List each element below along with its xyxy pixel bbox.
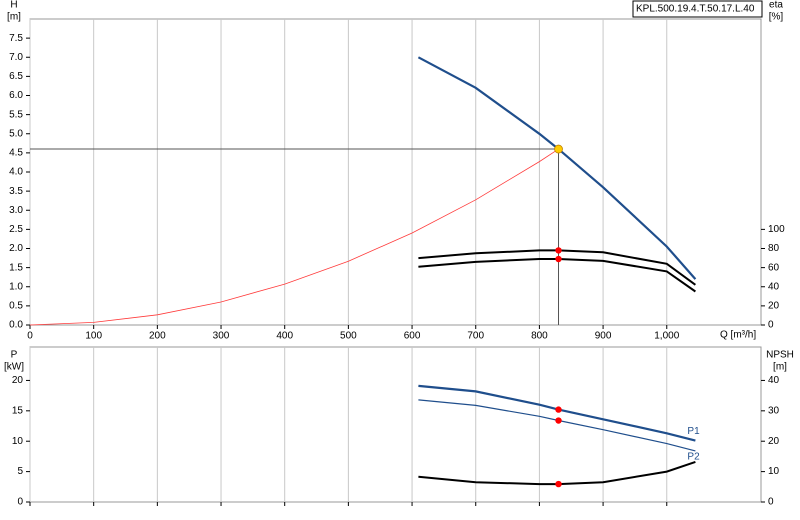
x-tick-label: 400 (276, 331, 293, 342)
x-tick-label: 100 (85, 331, 102, 342)
y2-tick-label: 40 (768, 375, 780, 386)
y-axis-label: H (10, 0, 17, 11)
marker (555, 247, 562, 254)
y2-axis-label: NPSH (766, 350, 794, 361)
series-label: P1 (687, 426, 700, 437)
y-tick-label: 3.5 (9, 186, 23, 197)
y-tick-label: 0.0 (9, 320, 23, 331)
y-tick-label: 20 (12, 375, 24, 386)
y-tick-label: 7.0 (9, 52, 23, 63)
y2-tick-label: 20 (768, 301, 780, 312)
x-tick-label: 800 (531, 331, 548, 342)
x-tick-label: 300 (213, 331, 230, 342)
x-tick-label: 500 (340, 331, 357, 342)
x-axis-label: Q [m³/h] (720, 330, 756, 341)
marker (555, 417, 562, 424)
y-tick-label: 4.0 (9, 167, 23, 178)
y2-tick-label: 0 (768, 320, 774, 331)
x-tick-label: 600 (404, 331, 421, 342)
y-tick-label: 6.0 (9, 90, 23, 101)
curve (29, 148, 559, 326)
y2-tick-label: 100 (768, 224, 785, 235)
y2-tick-label: 30 (768, 405, 780, 416)
y2-axis-unit: [%] (769, 12, 784, 23)
y-tick-label: 2.5 (9, 224, 23, 235)
x-tick-label: 1,000 (654, 331, 679, 342)
y2-tick-label: 80 (768, 243, 780, 254)
y-tick-label: 5 (17, 466, 23, 477)
y2-tick-label: 40 (768, 281, 780, 292)
marker (555, 480, 562, 488)
y-tick-label: 7.5 (9, 33, 23, 44)
y-tick-label: 10 (12, 436, 24, 447)
y-tick-label: 3.0 (9, 205, 23, 216)
y-tick-label: 2.0 (9, 243, 23, 254)
marker (555, 406, 562, 413)
x-tick-label: 700 (467, 331, 484, 342)
y-tick-label: 0.5 (9, 301, 23, 312)
series-label: P2 (687, 452, 700, 463)
y-tick-label: 1.5 (9, 262, 23, 273)
x-tick-label: 0 (27, 331, 33, 342)
y2-tick-label: 60 (768, 262, 780, 273)
y-tick-label: 5.5 (9, 109, 23, 120)
y2-axis-label: eta (769, 0, 783, 11)
x-tick-label: 900 (595, 331, 612, 342)
y-tick-label: 1.0 (9, 281, 23, 292)
annotation-box (632, 0, 763, 18)
y-axis-unit: [m] (7, 12, 21, 23)
x-tick-label: 200 (149, 331, 166, 342)
y-tick-label: 6.5 (9, 71, 23, 82)
duty-point (554, 144, 563, 154)
y-tick-label: 15 (12, 405, 24, 416)
annotation: KPL.500.19.4.T.50.17.L.40 (636, 4, 755, 15)
y-tick-label: 5.0 (9, 128, 23, 139)
y2-tick-label: 10 (768, 466, 780, 477)
y-tick-label: 0 (17, 497, 23, 508)
y2-tick-label: 20 (768, 436, 780, 447)
y-tick-label: 4.5 (9, 148, 23, 159)
marker (555, 255, 562, 263)
y-axis-unit: [kW] (4, 362, 24, 373)
y2-axis-unit: [m] (773, 362, 787, 373)
y2-tick-label: 0 (768, 497, 774, 508)
y-axis-label: P (11, 350, 18, 361)
